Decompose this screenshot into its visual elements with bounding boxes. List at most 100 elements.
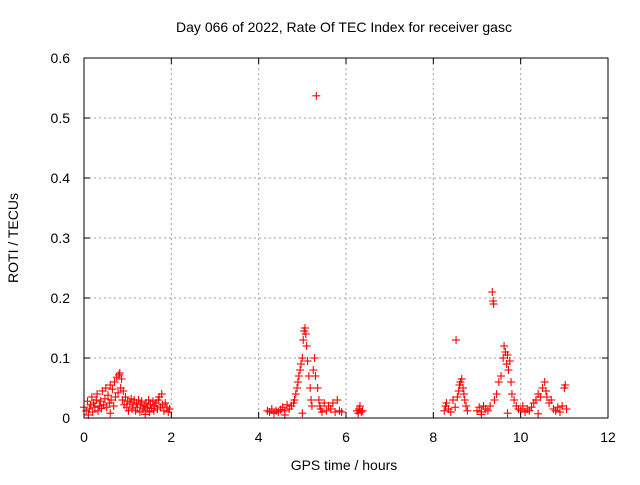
data-point-0-38 [122,403,131,412]
data-point-0-169 [499,354,508,362]
data-point-0-111 [309,366,318,374]
data-point-0-174 [504,366,513,374]
data-point-0-198 [551,406,560,415]
data-point-0-58 [144,396,153,404]
data-point-0-165 [490,396,499,404]
data-point-0-134 [355,402,364,410]
data-point-0-205 [477,410,486,419]
data-point-0-97 [294,372,303,380]
data-point-0-43 [128,405,137,413]
data-point-0-35 [119,387,128,395]
data-point-0-137 [440,406,449,415]
x-tick-label-2: 4 [255,429,263,445]
data-point-0-30 [114,370,123,379]
data-point-0-194 [542,393,551,401]
data-point-0-20 [104,391,113,400]
y-tick-label-0: 0 [62,410,70,426]
data-point-0-162 [488,288,497,296]
data-point-0-51 [136,400,145,409]
data-point-0-113 [311,372,320,380]
data-points [80,91,571,419]
data-point-0-24 [108,385,117,394]
data-point-0-82 [267,405,276,413]
data-point-0-52 [137,397,146,406]
y-tick-label-5: 0.5 [51,110,71,126]
y-tick-label-4: 0.4 [51,170,71,186]
y-tick-label-3: 0.3 [51,230,71,246]
data-point-0-193 [541,387,550,395]
data-point-0-78 [106,409,115,418]
data-point-0-185 [525,406,534,415]
x-tick-label-5: 10 [513,429,529,445]
data-point-0-170 [500,342,509,350]
axis-ticks [83,57,609,419]
data-point-0-200 [555,408,564,416]
data-point-0-44 [128,400,137,409]
data-point-0-141 [446,408,455,416]
x-axis-title: GPS time / hours [291,457,398,473]
data-point-0-124 [328,399,337,407]
data-point-0-5 [87,393,96,401]
x-tick-label-4: 8 [429,429,437,445]
data-point-0-203 [561,381,570,389]
data-point-0-93 [290,396,299,404]
data-point-0-19 [102,403,111,412]
data-point-0-146 [454,387,463,395]
data-point-0-18 [101,384,110,392]
data-point-0-176 [507,378,516,386]
data-point-0-89 [283,400,292,409]
data-point-0-152 [460,396,469,404]
data-point-0-173 [503,351,512,359]
chart-title: Day 066 of 2022, Rate Of TEC Index for r… [176,19,512,35]
data-point-0-156 [475,403,484,412]
data-point-0-119 [317,408,326,416]
data-point-0-127 [335,406,344,415]
data-point-0-204 [562,405,571,413]
data-point-0-145 [453,393,462,401]
data-point-0-10 [93,390,102,398]
data-point-0-142 [448,396,457,404]
data-point-0-123 [326,405,335,413]
data-point-0-149 [457,375,466,383]
axis-tick-labels: 0 2 4 6 8 10 12 0 0.1 0.2 0.3 0.4 0.5 0.6 [51,50,616,445]
data-point-0-192 [540,378,549,386]
data-point-0-139 [442,399,451,407]
data-point-0-121 [322,406,331,415]
grid-lines [84,58,608,418]
data-point-0-104 [301,330,310,338]
data-point-0-100 [298,354,307,362]
data-point-0-40 [124,406,133,415]
data-point-0-161 [486,402,495,410]
data-point-0-22 [106,381,115,389]
data-point-0-95 [293,384,302,392]
x-tick-label-6: 12 [600,429,616,445]
data-point-0-94 [291,390,300,398]
data-point-0-101 [299,336,308,344]
data-point-0-26 [110,378,119,386]
y-tick-label-6: 0.6 [51,50,71,66]
data-point-0-33 [117,375,126,383]
data-point-0-99 [297,360,306,368]
data-point-0-96 [293,378,302,386]
data-point-0-25 [109,402,118,410]
data-point-0-154 [463,406,472,415]
data-point-0-167 [494,378,503,386]
data-point-0-31 [115,369,124,377]
x-tick-label-3: 6 [342,429,350,445]
data-point-0-150 [459,384,468,392]
data-point-0-46 [131,406,140,415]
data-point-0-182 [518,402,527,410]
data-point-0-164 [489,300,498,308]
data-point-0-207 [534,409,543,418]
data-point-0-130 [298,409,307,418]
data-point-0-9 [92,396,101,404]
data-point-0-73 [161,399,170,407]
data-point-0-112 [310,354,319,362]
data-point-0-98 [296,366,305,374]
data-point-0-178 [510,396,519,404]
data-point-0-160 [483,406,492,415]
data-point-0-166 [492,390,501,398]
data-point-0-114 [312,91,321,100]
data-point-0-196 [547,396,556,404]
